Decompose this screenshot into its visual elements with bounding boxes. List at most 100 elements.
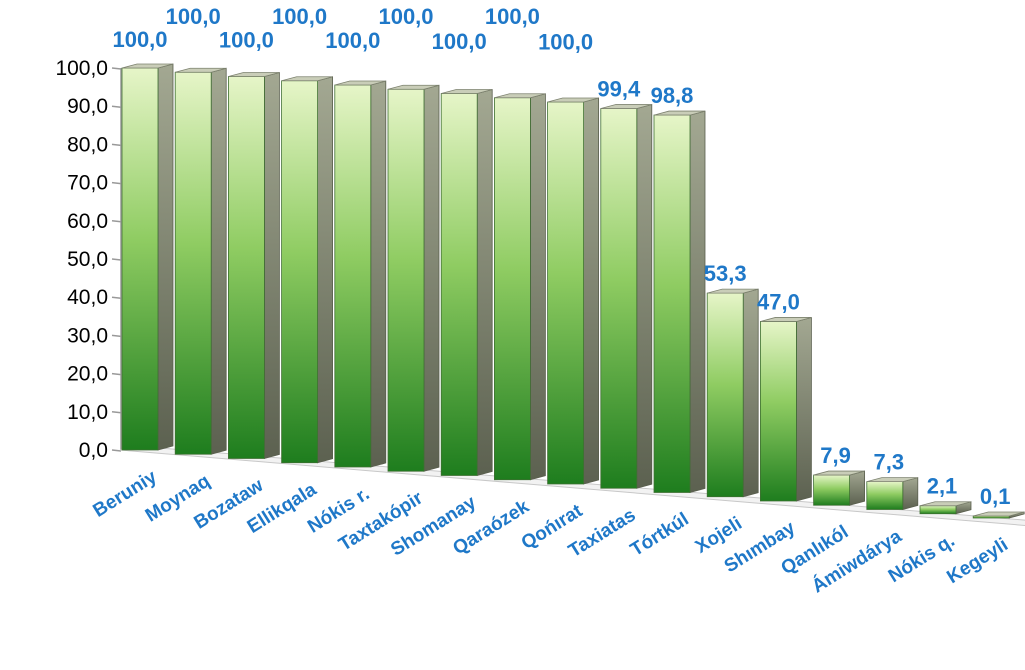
category-label: Tórtkúl: [627, 509, 693, 561]
bar-front: [706, 292, 744, 498]
bar-front: [281, 80, 319, 464]
y-tick-label: 50,0: [67, 248, 108, 271]
bar-top: [334, 80, 386, 86]
bar-top: [175, 67, 227, 73]
bar-side: [210, 67, 227, 455]
data-label: 0,1: [980, 484, 1011, 509]
bar: [866, 477, 919, 511]
bar-top: [919, 501, 972, 507]
bar-side: [583, 97, 599, 485]
bar-side: [689, 110, 706, 494]
bar-top: [547, 97, 599, 103]
bar-front: [440, 93, 478, 476]
y-tick-mark: [111, 449, 122, 452]
bar-side: [636, 104, 653, 489]
y-tick-label: 100,0: [55, 57, 108, 80]
bar-front: [653, 114, 691, 493]
bar: [706, 288, 759, 498]
y-tick-label: 80,0: [67, 133, 108, 156]
data-label: 100,0: [219, 28, 274, 53]
bar-front: [919, 505, 957, 515]
bar-side: [476, 88, 493, 477]
y-tick-label: 60,0: [67, 210, 108, 233]
bar-front: [760, 321, 797, 502]
y-tick-mark: [111, 220, 122, 223]
bar-side: [530, 93, 546, 481]
bar-side: [263, 71, 280, 460]
bar-top: [653, 110, 706, 116]
y-tick-mark: [111, 67, 122, 70]
bar-front: [174, 71, 212, 455]
bar: [972, 511, 1025, 519]
bar: [227, 71, 280, 460]
data-label: 99,4: [597, 77, 641, 102]
bar-front: [866, 481, 904, 510]
bar-top: [281, 76, 333, 82]
data-label: 100,0: [166, 4, 221, 29]
bar-side: [796, 316, 812, 502]
y-tick-mark: [111, 181, 122, 185]
data-label: 100,0: [112, 27, 167, 52]
bar-top: [121, 63, 174, 69]
bar-front: [387, 88, 425, 472]
bar-front: [813, 474, 850, 506]
y-tick-label: 90,0: [67, 95, 108, 118]
bars-layer: [121, 63, 1025, 519]
y-tick-mark: [111, 296, 122, 299]
bar: [760, 316, 812, 502]
data-label: 100,0: [272, 4, 327, 29]
data-label: 53,3: [704, 261, 747, 286]
bar-top: [441, 89, 493, 94]
bar-top: [600, 104, 652, 109]
bar-top: [707, 288, 759, 294]
bar-front: [600, 108, 638, 489]
y-tick-mark: [111, 372, 122, 376]
bar-top: [866, 477, 918, 483]
bar-top: [387, 84, 440, 90]
bar-side: [742, 288, 759, 498]
bar: [121, 63, 174, 451]
bar: [440, 88, 493, 477]
bar-front: [121, 67, 159, 451]
bar: [493, 93, 546, 481]
y-tick-mark: [111, 143, 122, 147]
y-tick-label: 70,0: [67, 172, 108, 195]
y-tick-mark: [111, 411, 122, 414]
bar-front: [334, 84, 372, 468]
y-tick-mark: [111, 105, 122, 108]
bar: [813, 470, 865, 506]
y-tick-mark: [111, 334, 122, 338]
data-label: 100,0: [378, 4, 433, 29]
data-label: 98,8: [651, 83, 694, 108]
data-label: 100,0: [485, 4, 540, 29]
data-label: 7,9: [820, 443, 851, 468]
bar-front: [547, 101, 584, 485]
bar-side: [902, 477, 919, 511]
bar-side: [423, 84, 440, 472]
bar: [174, 67, 227, 455]
bar: [653, 110, 706, 494]
y-tick-label: 20,0: [67, 363, 108, 386]
data-label: 2,1: [927, 474, 958, 499]
bar-side: [849, 470, 865, 506]
bar: [387, 84, 440, 472]
bar-side: [157, 63, 174, 451]
bar: [334, 80, 387, 468]
bar-top: [494, 93, 546, 99]
bar-top: [760, 317, 812, 322]
bar-side: [317, 76, 334, 464]
bar: [547, 97, 599, 485]
data-label: 100,0: [432, 29, 487, 54]
y-tick-mark: [111, 258, 122, 261]
y-tick-label: 10,0: [67, 401, 108, 424]
y-tick-label: 40,0: [67, 286, 108, 309]
y-tick-label: 30,0: [67, 324, 108, 347]
bar-side: [370, 80, 387, 468]
bar-top: [973, 511, 1025, 517]
data-label: 7,3: [874, 450, 905, 475]
bar: [919, 501, 972, 515]
data-label: 100,0: [325, 28, 380, 53]
data-label: 100,0: [538, 29, 593, 54]
data-label: 47,0: [757, 289, 800, 314]
